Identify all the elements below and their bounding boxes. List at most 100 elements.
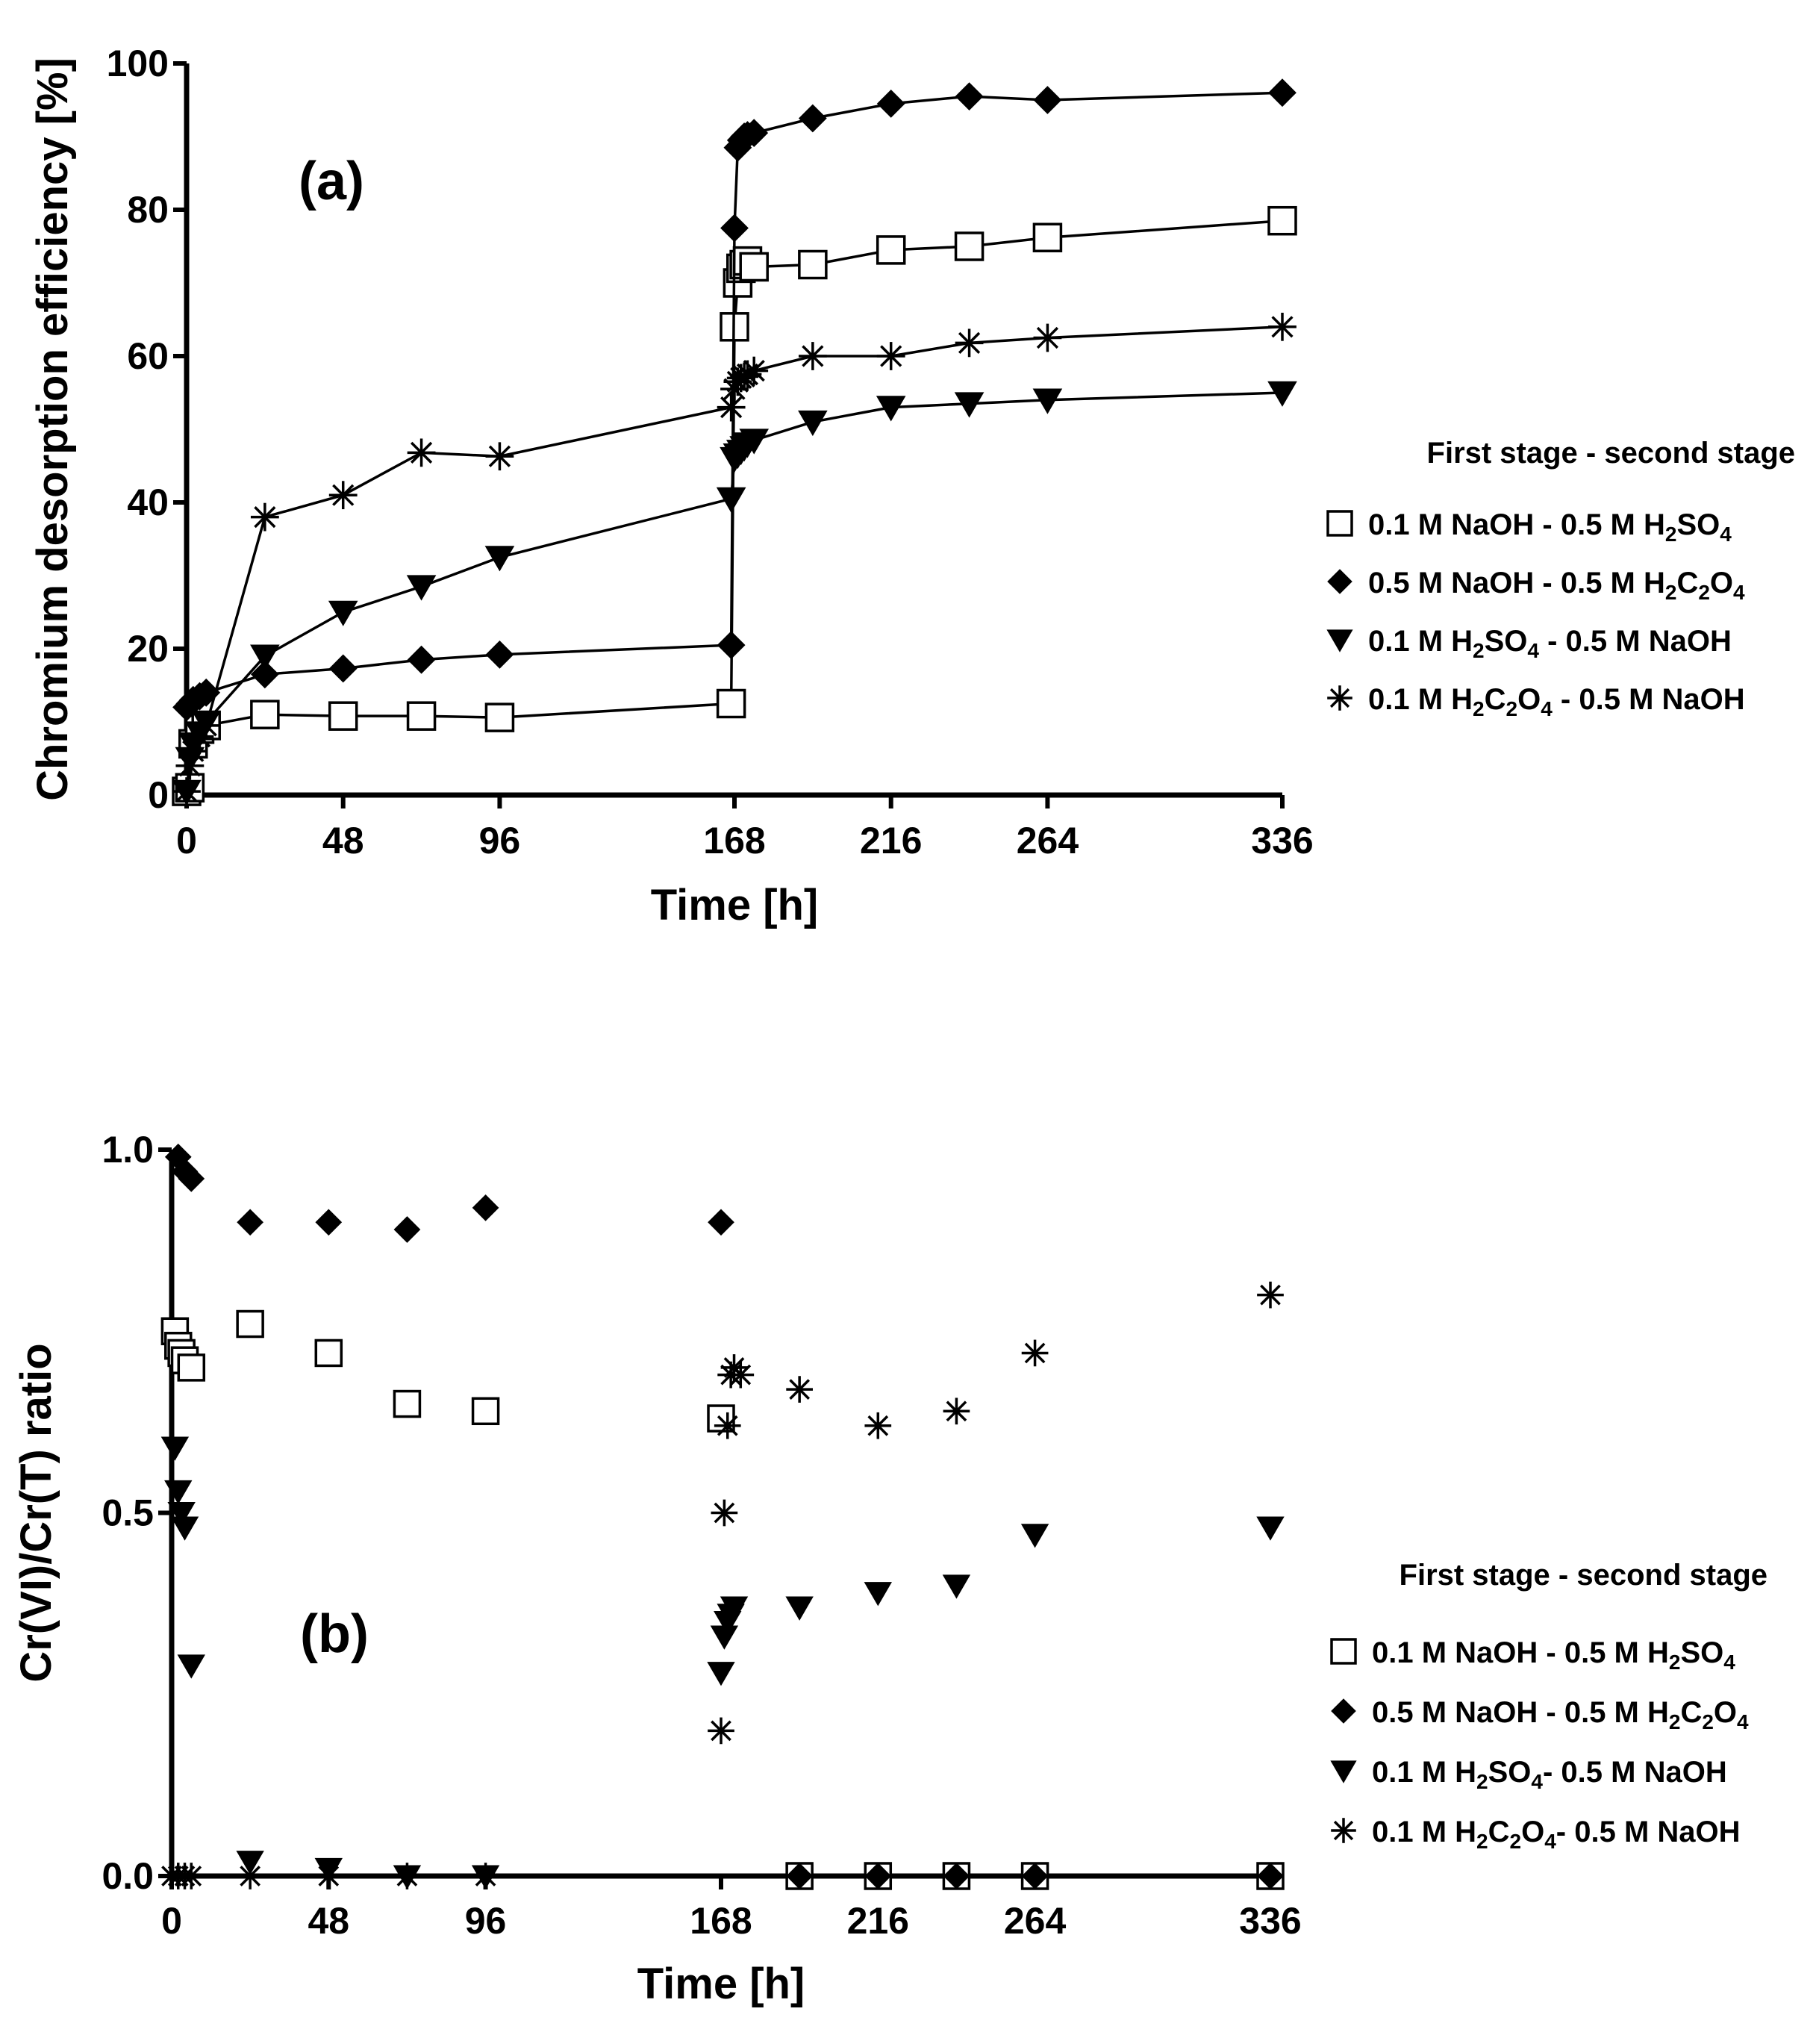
data-point xyxy=(1268,312,1297,341)
data-point xyxy=(717,393,746,422)
y-tick-label: 0.5 xyxy=(102,1492,154,1534)
data-point xyxy=(1256,1516,1285,1541)
data-point xyxy=(1032,388,1063,414)
data-point xyxy=(315,1863,343,1889)
panel-b: 0.0 0.5 1.0 0 48 96 168 216 264 336 Time [h] Cr(VI)… xyxy=(12,1129,1767,2008)
data-point xyxy=(798,104,827,133)
data-point xyxy=(315,1209,343,1236)
panel-label: (b) xyxy=(300,1604,369,1664)
data-point xyxy=(739,429,770,455)
data-point xyxy=(250,660,279,689)
data-point xyxy=(328,481,358,510)
data-point xyxy=(876,90,905,118)
legend-marker xyxy=(1331,1818,1356,1843)
x-tick-label: 0 xyxy=(161,1900,182,1942)
x-tick-label: 48 xyxy=(322,820,364,861)
series-3 xyxy=(160,1436,1285,1889)
data-point xyxy=(177,1353,206,1382)
data-point xyxy=(172,777,201,806)
data-point xyxy=(1033,323,1062,352)
panel-label: (a) xyxy=(299,152,364,211)
y-tick-label: 0 xyxy=(148,774,169,816)
data-point xyxy=(864,1412,892,1439)
data-point xyxy=(955,82,984,110)
data-point xyxy=(393,1863,421,1889)
data-point xyxy=(192,678,221,707)
x-tick-label: 216 xyxy=(860,820,922,861)
x-tick-label: 336 xyxy=(1251,820,1313,861)
legend-marker xyxy=(1327,569,1352,594)
data-point xyxy=(785,1596,814,1621)
data-point xyxy=(876,235,906,265)
data-point xyxy=(407,645,436,674)
y-tick-label: 20 xyxy=(127,628,169,670)
data-point xyxy=(1257,1863,1284,1889)
data-point xyxy=(876,396,906,422)
data-point xyxy=(710,1625,739,1650)
data-point xyxy=(1033,86,1062,114)
data-point xyxy=(720,214,749,243)
panel-a: 0 20 40 60 80 100 0 48 96 168 216 264 336 Time [h] Chr… xyxy=(28,43,1795,929)
data-point xyxy=(798,410,828,437)
data-point xyxy=(1021,1339,1049,1367)
series-4 xyxy=(158,1281,1284,1889)
x-axis-title: Time [h] xyxy=(637,1960,805,2008)
series-1 xyxy=(172,205,1297,806)
data-point xyxy=(170,1516,199,1541)
data-point xyxy=(717,631,746,659)
y-tick-label: 40 xyxy=(127,482,169,523)
data-point xyxy=(160,1436,190,1461)
data-point xyxy=(328,600,358,626)
legend-marker xyxy=(1331,1698,1356,1724)
legend-entry: 0.1 M H2​SO4​- 0.5 M NaOH xyxy=(1372,1756,1727,1793)
data-point xyxy=(720,1596,749,1621)
data-point xyxy=(955,328,984,358)
data-point xyxy=(876,342,905,370)
data-point xyxy=(1267,381,1297,407)
y-tick-label: 0.0 xyxy=(102,1855,154,1897)
data-point xyxy=(484,702,515,732)
x-tick-label: 216 xyxy=(847,1900,909,1942)
x-tick-label: 264 xyxy=(1017,820,1079,861)
data-point xyxy=(864,1863,892,1889)
data-point xyxy=(1020,1524,1049,1548)
data-point xyxy=(1032,222,1063,252)
series-3 xyxy=(172,381,1297,806)
data-point xyxy=(707,1662,735,1686)
data-point xyxy=(178,1863,205,1889)
series-4 xyxy=(172,312,1297,806)
data-point xyxy=(954,231,985,261)
data-point xyxy=(485,640,514,669)
legend-entry: 0.1 M H2​C2​O4​ - 0.5 M NaOH xyxy=(1368,683,1745,720)
data-point xyxy=(328,701,358,731)
data-point xyxy=(798,342,827,370)
data-point xyxy=(942,1574,971,1599)
data-point xyxy=(328,654,358,683)
data-point xyxy=(714,1412,741,1439)
x-tick-label: 336 xyxy=(1239,1900,1301,1942)
legend-marker xyxy=(1330,1760,1357,1783)
data-point xyxy=(393,1216,421,1243)
legend: First stage - second stage 0.1 M NaOH - 0… xyxy=(1326,437,1795,720)
y-axis-title: Cr(VI)/Cr(T) ratio xyxy=(12,1343,60,1682)
data-point xyxy=(1257,1281,1284,1309)
data-point xyxy=(954,392,985,418)
data-point xyxy=(237,1209,263,1236)
data-point xyxy=(484,546,515,572)
legend: First stage - second stage 0.1 M NaOH - 0… xyxy=(1330,1559,1767,1853)
data-point xyxy=(740,356,769,385)
data-point xyxy=(864,1582,892,1607)
series-2 xyxy=(172,78,1297,722)
y-axis-title: Chromium desorption efficiency [%] xyxy=(28,57,77,801)
data-point xyxy=(406,575,437,601)
data-point xyxy=(711,1499,738,1527)
data-point xyxy=(472,1194,499,1221)
x-tick-label: 0 xyxy=(176,820,197,861)
data-point xyxy=(727,1361,755,1389)
data-point xyxy=(786,1863,813,1889)
y-tick-label: 100 xyxy=(107,43,169,84)
data-point xyxy=(167,1502,196,1527)
x-tick-label: 168 xyxy=(703,820,765,861)
legend-entry: 0.5 M NaOH - 0.5 M H2​C2​O4​ xyxy=(1372,1696,1749,1733)
